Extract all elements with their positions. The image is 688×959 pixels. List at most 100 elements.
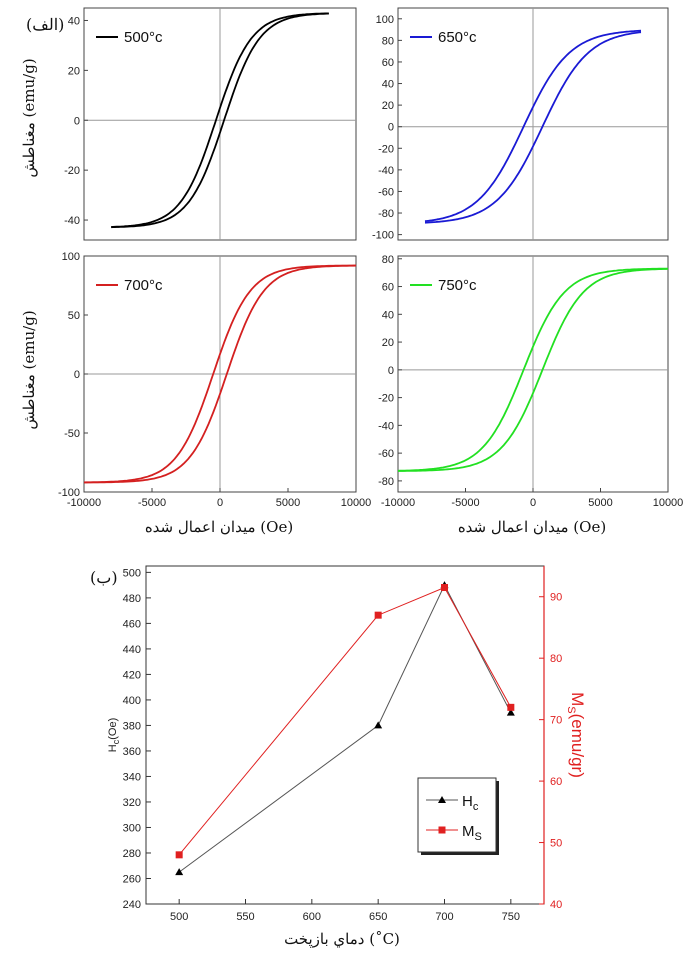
plot-650: 100 80 60 40 20 0 -20 -40 -60 -80 -100 650°c	[372, 7, 669, 242]
y-label-a-bottom: مغناطش (emu/g)	[20, 310, 38, 429]
y-right-tick-label: 80	[550, 653, 562, 665]
y-tick-label: -40	[378, 165, 394, 177]
series-line-hc	[178, 584, 512, 873]
y-left-tick-label: 400	[123, 695, 141, 707]
y-tick-label: 0	[74, 115, 80, 127]
x-tick-label: 0	[217, 497, 223, 509]
x-tick-label: -10000	[381, 497, 415, 509]
y-tick-label: 80	[382, 35, 394, 47]
y-left-tick-label: 420	[123, 669, 141, 681]
y-tick-label: 50	[68, 310, 80, 322]
y-tick-label: -100	[58, 487, 80, 499]
x-label-b: دماي بازپخت (˚C)	[284, 930, 400, 948]
x-tick-label: 650	[369, 911, 387, 923]
y-tick-label: 40	[68, 15, 80, 27]
y-tick-label: 40	[382, 79, 394, 91]
y-tick-label: -80	[378, 476, 394, 488]
x-tick-label: 750	[502, 911, 520, 923]
x-tick-label: 0	[530, 497, 536, 509]
plot-700: 100 50 0 -50 -100-10000 -5000 0 5000 10000 700°c	[58, 251, 371, 509]
y-tick-label: 0	[388, 365, 394, 377]
plot-b: 500 550 600 650 700 750 240 260 280 300 320 340 360 3…	[123, 565, 562, 923]
y-tick-label: 80	[382, 254, 394, 266]
x-label-a-left: میدان اعمال شده (Oe)	[145, 518, 293, 536]
plot-750: 80 60 40 20 0 -20 -40 -60 -80 -10000 -5000 0 5000 100…	[378, 254, 683, 509]
y-left-tick-label: 280	[123, 848, 141, 860]
x-tick-label: 5000	[588, 497, 612, 509]
plot-500: 40 20 0 -20 -40 500°c	[64, 7, 357, 241]
y-tick-label: -50	[64, 428, 80, 440]
panel-a-label: (الف)	[26, 15, 64, 34]
y-label-a-top: مغناطش (emu/g)	[20, 58, 38, 177]
y-right-tick-label: 60	[550, 776, 562, 788]
legend-label: 750°c	[438, 277, 477, 294]
legend-label: 650°c	[438, 29, 477, 46]
legend-label: 700°c	[124, 277, 163, 294]
y-left-tick-label: 320	[123, 797, 141, 809]
x-tick-label: -5000	[138, 497, 166, 509]
y-tick-label: 60	[382, 282, 394, 294]
loop-branch-lower	[398, 268, 669, 472]
y-left-tick-label: 240	[123, 899, 141, 911]
marker-ms	[441, 584, 448, 592]
y-right-tick-label: 40	[550, 899, 562, 911]
marker-ms	[175, 851, 183, 859]
y-right-tick-label: 50	[550, 838, 562, 850]
y-left-tick-label: 300	[123, 822, 141, 834]
y-label-b-left: Hc(Oe)	[107, 718, 121, 752]
loop-branch-upper	[111, 12, 329, 228]
y-tick-label: -80	[378, 208, 394, 220]
marker-ms	[507, 703, 515, 711]
loop-branch-upper	[424, 29, 642, 223]
y-tick-label: 20	[382, 100, 394, 112]
y-tick-label: 20	[382, 337, 394, 349]
y-tick-label: 60	[382, 57, 394, 69]
y-tick-label: -20	[378, 143, 394, 155]
y-tick-label: -100	[372, 230, 394, 242]
y-tick-label: 100	[62, 251, 80, 263]
series-line-ms	[178, 586, 512, 856]
y-tick-label: 0	[388, 122, 394, 134]
y-label-b-right: MS(emu/gr)	[565, 692, 587, 778]
x-tick-label: -10000	[67, 497, 101, 509]
y-left-tick-label: 500	[123, 567, 141, 579]
legend-hc-marker	[438, 796, 446, 803]
y-tick-label: -60	[378, 186, 394, 198]
y-right-tick-label: 90	[550, 592, 562, 604]
legend-label: 500°c	[124, 29, 163, 46]
x-tick-label: 500	[170, 911, 188, 923]
marker-ms	[374, 611, 382, 619]
y-left-tick-label: 360	[123, 746, 141, 758]
panel-b-label: (ب)	[90, 568, 118, 587]
y-tick-label: 40	[382, 309, 394, 321]
loop-branch-upper	[397, 267, 668, 472]
legend-box	[417, 777, 497, 853]
y-tick-label: -20	[64, 165, 80, 177]
x-tick-label: -5000	[451, 497, 479, 509]
x-tick-label: 550	[236, 911, 254, 923]
y-left-tick-label: 460	[123, 618, 141, 630]
y-tick-label: -60	[378, 448, 394, 460]
y-left-tick-label: 380	[123, 720, 141, 732]
y-left-tick-label: 260	[123, 873, 141, 885]
x-tick-label: 5000	[276, 497, 300, 509]
y-tick-label: 100	[376, 14, 394, 26]
y-tick-label: -20	[378, 393, 394, 405]
y-left-tick-label: 480	[123, 593, 141, 605]
y-tick-label: 20	[68, 65, 80, 77]
legend-ms-marker	[438, 826, 446, 834]
x-tick-label: 10000	[653, 497, 684, 509]
x-tick-label: 600	[303, 911, 321, 923]
y-tick-label: -40	[64, 215, 80, 227]
x-label-a-right: میدان اعمال شده (Oe)	[458, 518, 606, 536]
x-tick-label: 700	[435, 911, 453, 923]
y-tick-label: -40	[378, 420, 394, 432]
marker-hc	[506, 708, 515, 716]
loop-branch-lower	[111, 12, 329, 229]
marker-hc	[175, 868, 184, 876]
y-tick-label: 0	[74, 369, 80, 381]
loop-branch-upper	[83, 264, 356, 484]
y-right-tick-label: 70	[550, 715, 562, 727]
y-left-tick-label: 340	[123, 771, 141, 783]
